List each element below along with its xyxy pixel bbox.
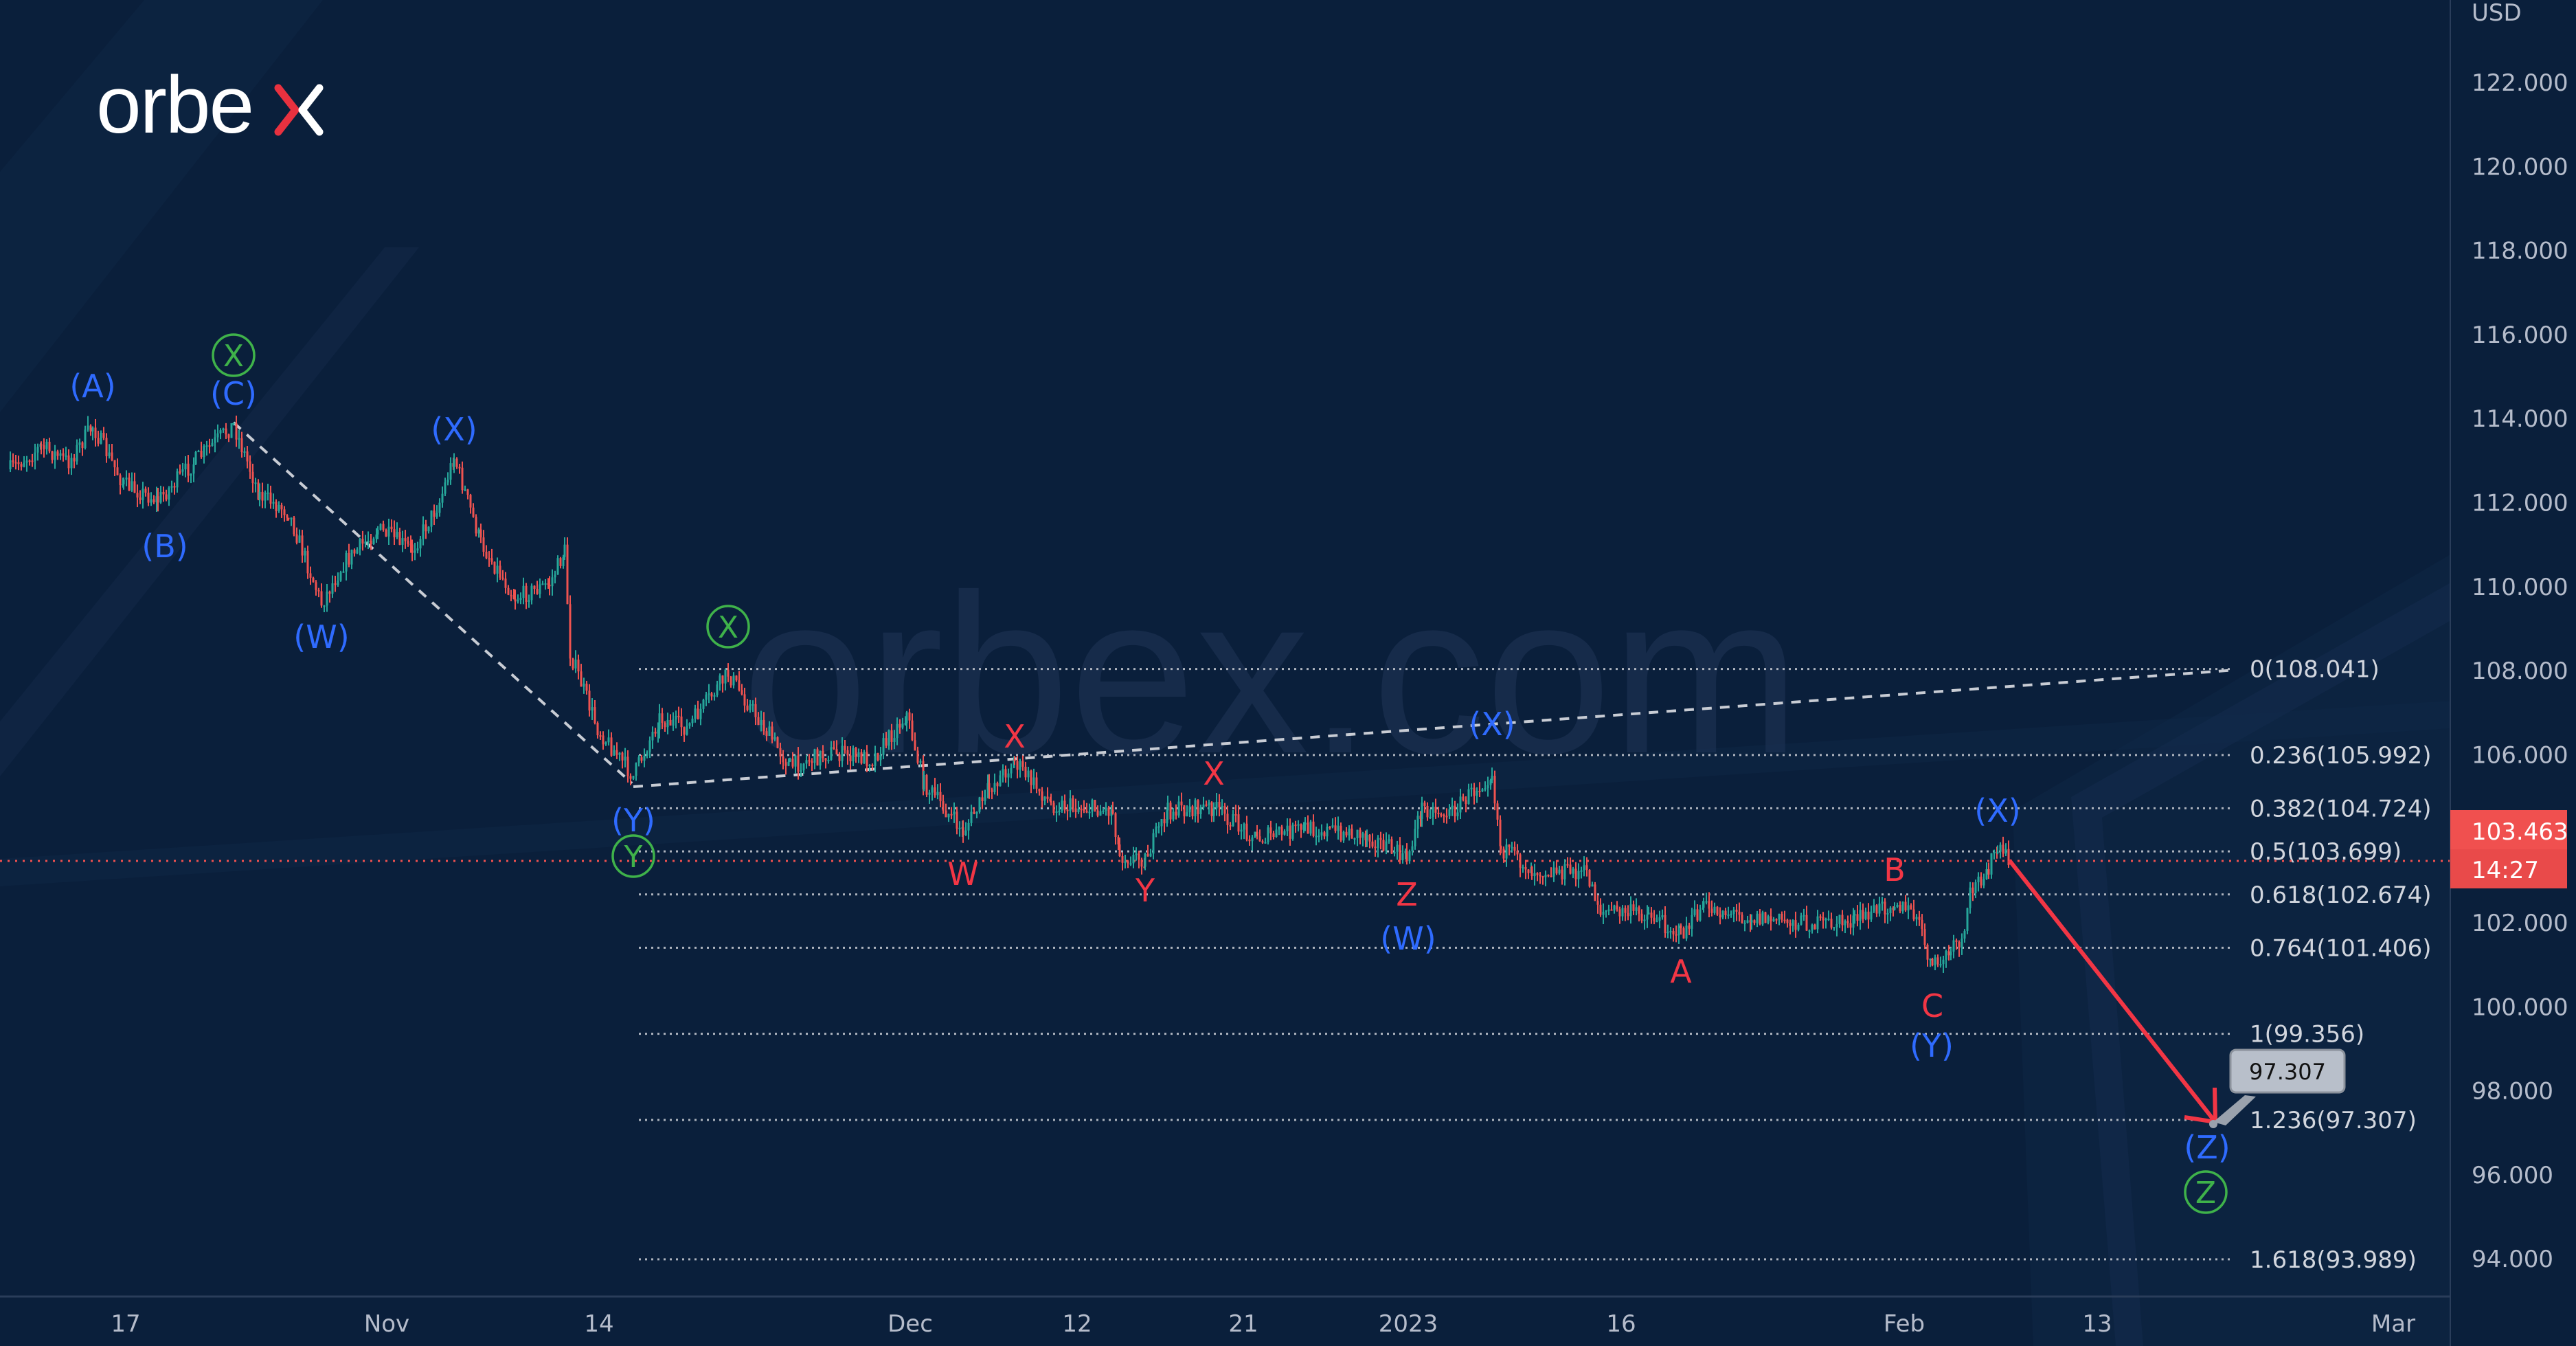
wave-label: (C) — [210, 375, 257, 412]
current-price-value: 103.463 — [2472, 818, 2568, 846]
wave-label: X — [1004, 718, 1026, 755]
wave-label: C — [1921, 987, 1943, 1024]
time-tick: 14 — [584, 1310, 613, 1338]
current-price-badge: 103.463 14:27 — [2450, 810, 2568, 888]
wave-circle-icon — [2184, 1170, 2228, 1214]
fib-level-label: 0(108.041) — [2250, 656, 2380, 684]
fib-level-label: 0.618(102.674) — [2250, 882, 2431, 909]
price-tick: 116.000 — [2472, 322, 2568, 349]
wave-label: Z — [1396, 876, 1418, 913]
price-tick: 122.000 — [2472, 69, 2568, 97]
price-tick: 108.000 — [2472, 658, 2568, 685]
target-callout: 97.307 — [2209, 1048, 2346, 1128]
wave-label: W — [947, 855, 978, 893]
wave-label: (Y) — [1910, 1027, 1954, 1064]
wave-label: B — [1884, 851, 1906, 888]
fib-level-label: 0.764(101.406) — [2250, 934, 2431, 962]
price-tick: 106.000 — [2472, 741, 2568, 769]
time-axis[interactable]: 17 Nov 14 Dec 12 21 2023 16 Feb 13 Mar — [0, 1295, 2450, 1338]
wave-label: X — [718, 610, 738, 645]
time-tick: Mar — [2371, 1310, 2415, 1338]
time-tick: Dec — [888, 1310, 933, 1338]
price-tick: 118.000 — [2472, 238, 2568, 265]
watermark: orbex.com — [742, 547, 1800, 800]
currency-label: USD — [2472, 0, 2522, 27]
wave-label: (W) — [1380, 920, 1436, 957]
time-tick: 12 — [1062, 1310, 1092, 1338]
wave-circle-icon — [611, 834, 655, 878]
price-tick: 102.000 — [2472, 910, 2568, 937]
fib-level-label: 0.236(105.992) — [2250, 742, 2431, 770]
wave-label: Y — [1135, 872, 1155, 909]
fib-level-label: 1(99.356) — [2250, 1021, 2364, 1048]
wave-label: Y — [624, 840, 643, 875]
fib-level-label: 0.382(104.724) — [2250, 795, 2431, 822]
price-tick: 110.000 — [2472, 574, 2568, 601]
wave-circle-icon — [212, 333, 256, 377]
wave-label: (X) — [1974, 792, 2020, 829]
logo-x-icon — [274, 84, 324, 136]
time-tick: 21 — [1228, 1310, 1258, 1338]
wave-label: X — [1203, 755, 1225, 792]
time-tick: 13 — [2082, 1310, 2112, 1338]
price-tick: 100.000 — [2472, 994, 2568, 1021]
price-tick: 112.000 — [2472, 490, 2568, 517]
logo-text: orbe — [96, 60, 253, 150]
time-tick: 16 — [1606, 1310, 1636, 1338]
time-tick: 17 — [111, 1310, 140, 1338]
wave-circle-icon — [706, 605, 750, 649]
wave-label: Z — [2195, 1176, 2216, 1211]
wave-label: (Y) — [611, 802, 655, 839]
price-axis[interactable]: USD 122.000 120.000 118.000 116.000 114.000 1… — [2450, 0, 2576, 1346]
wave-label: X — [223, 339, 244, 374]
wave-label: (X) — [1469, 706, 1515, 743]
price-tick: 120.000 — [2472, 153, 2568, 181]
price-tick: 94.000 — [2472, 1246, 2553, 1273]
time-tick: 2023 — [1379, 1310, 1438, 1338]
wave-labels: (A)(B)X(C)(W)(X)(Y)YXWXYXZ(W)(X)ABC(Y)(X… — [69, 333, 2230, 1214]
trendline-down — [232, 421, 633, 785]
orbex-logo: orbe — [96, 60, 324, 150]
time-tick: Feb — [1884, 1310, 1925, 1338]
wave-label: (X) — [431, 411, 477, 448]
fib-level-label: 1.618(93.989) — [2250, 1246, 2417, 1274]
wave-label: A — [1670, 953, 1692, 990]
price-tick: 114.000 — [2472, 405, 2568, 433]
wave-label: (W) — [293, 618, 349, 655]
price-tick: 98.000 — [2472, 1078, 2553, 1106]
wave-label: (A) — [69, 368, 115, 405]
wave-label: (Z) — [2184, 1129, 2230, 1166]
wave-label: (B) — [142, 528, 188, 565]
fib-level-label: 1.236(97.307) — [2250, 1107, 2417, 1134]
fib-level-label: 0.5(103.699) — [2250, 838, 2402, 866]
price-tick: 96.000 — [2472, 1162, 2553, 1189]
time-tick: Nov — [364, 1310, 409, 1338]
price-candles — [9, 415, 2010, 973]
countdown-value: 14:27 — [2472, 857, 2539, 884]
target-callout-value: 97.307 — [2249, 1059, 2326, 1085]
